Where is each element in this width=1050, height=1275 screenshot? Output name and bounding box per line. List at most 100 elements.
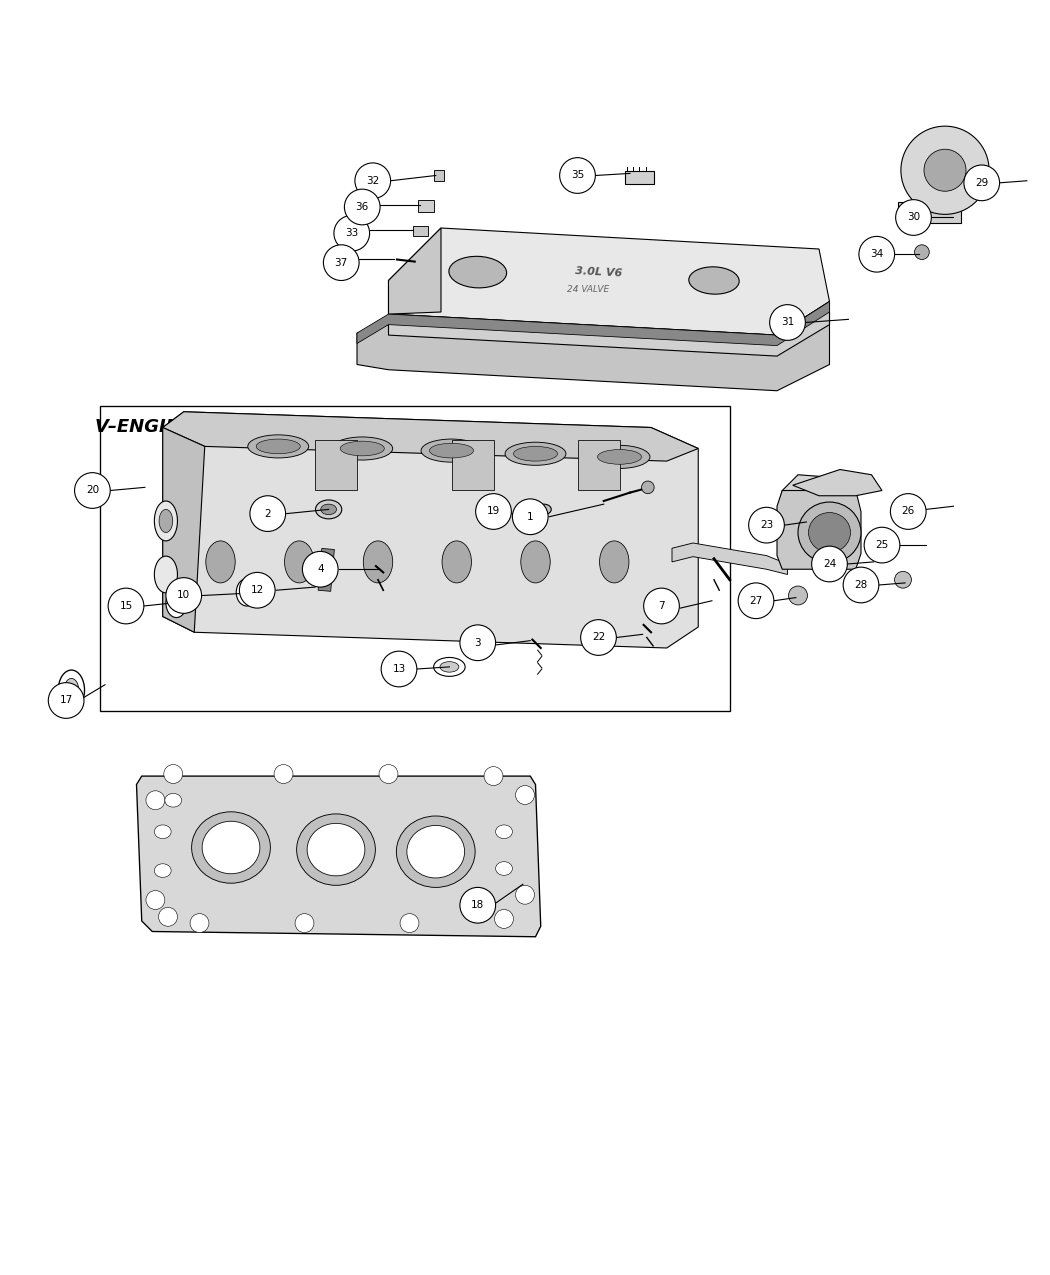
Text: 35: 35	[571, 171, 584, 181]
Circle shape	[895, 571, 911, 588]
Ellipse shape	[434, 658, 465, 676]
Polygon shape	[388, 228, 441, 314]
Ellipse shape	[236, 579, 257, 606]
Text: 27: 27	[750, 595, 762, 606]
Ellipse shape	[248, 435, 309, 458]
Circle shape	[334, 215, 370, 251]
Ellipse shape	[442, 541, 471, 583]
Circle shape	[166, 578, 202, 613]
Circle shape	[864, 528, 900, 564]
Circle shape	[108, 588, 144, 623]
Ellipse shape	[429, 444, 474, 458]
Circle shape	[495, 909, 513, 928]
Ellipse shape	[440, 662, 459, 672]
Ellipse shape	[154, 825, 171, 839]
Circle shape	[159, 908, 177, 926]
Text: 31: 31	[781, 317, 794, 328]
Circle shape	[250, 496, 286, 532]
Ellipse shape	[397, 816, 475, 887]
Ellipse shape	[521, 541, 550, 583]
Circle shape	[146, 790, 165, 810]
Text: 25: 25	[876, 541, 888, 550]
Ellipse shape	[64, 678, 79, 701]
Polygon shape	[777, 474, 840, 528]
Circle shape	[770, 305, 805, 340]
Bar	[315, 440, 357, 491]
Bar	[578, 440, 619, 491]
Circle shape	[964, 164, 1000, 200]
Ellipse shape	[165, 793, 182, 807]
Ellipse shape	[513, 446, 558, 462]
Text: 29: 29	[975, 177, 988, 187]
Polygon shape	[357, 301, 830, 346]
Bar	[898, 201, 961, 223]
Ellipse shape	[496, 862, 512, 876]
Circle shape	[642, 481, 654, 493]
Ellipse shape	[505, 442, 566, 465]
Circle shape	[738, 583, 774, 618]
Bar	[418, 200, 434, 212]
Ellipse shape	[421, 439, 482, 462]
Circle shape	[355, 163, 391, 199]
Text: 33: 33	[345, 228, 358, 238]
Ellipse shape	[496, 825, 512, 839]
Text: 26: 26	[902, 506, 915, 516]
Ellipse shape	[597, 450, 642, 464]
Polygon shape	[136, 776, 541, 937]
Bar	[434, 171, 444, 181]
Circle shape	[476, 493, 511, 529]
Polygon shape	[672, 543, 788, 575]
Ellipse shape	[600, 541, 629, 583]
Bar	[452, 440, 494, 491]
Circle shape	[190, 914, 209, 932]
Text: 19: 19	[487, 506, 500, 516]
Circle shape	[381, 652, 417, 687]
Text: 13: 13	[393, 664, 405, 674]
Text: 10: 10	[177, 590, 190, 601]
Circle shape	[890, 493, 926, 529]
Ellipse shape	[307, 824, 365, 876]
Text: 1: 1	[527, 511, 533, 521]
Circle shape	[896, 200, 931, 236]
Circle shape	[512, 499, 548, 534]
Ellipse shape	[296, 813, 376, 885]
Polygon shape	[388, 228, 830, 335]
Ellipse shape	[154, 863, 171, 877]
Circle shape	[812, 546, 847, 581]
Polygon shape	[163, 412, 698, 462]
Circle shape	[379, 765, 398, 783]
Circle shape	[323, 245, 359, 280]
Circle shape	[146, 890, 165, 909]
Text: V–ENGINE: V–ENGINE	[94, 418, 193, 436]
Polygon shape	[793, 469, 882, 496]
Circle shape	[344, 189, 380, 224]
Text: 4: 4	[317, 565, 323, 574]
Text: 30: 30	[907, 213, 920, 223]
Ellipse shape	[256, 439, 300, 454]
Text: 18: 18	[471, 900, 484, 910]
Circle shape	[924, 149, 966, 191]
Text: 37: 37	[335, 258, 348, 268]
Text: 23: 23	[760, 520, 773, 530]
Bar	[625, 171, 654, 184]
Text: 12: 12	[251, 585, 264, 595]
Bar	[413, 226, 428, 236]
Polygon shape	[388, 301, 830, 356]
Text: 7: 7	[658, 601, 665, 611]
Text: 20: 20	[86, 486, 99, 496]
Bar	[318, 548, 334, 592]
Ellipse shape	[363, 541, 393, 583]
Polygon shape	[163, 427, 205, 632]
Circle shape	[516, 785, 534, 805]
Circle shape	[75, 473, 110, 509]
Circle shape	[516, 885, 534, 904]
Circle shape	[302, 551, 338, 586]
Text: 36: 36	[356, 201, 369, 212]
Circle shape	[789, 586, 807, 604]
Circle shape	[460, 887, 496, 923]
Ellipse shape	[537, 504, 551, 515]
Ellipse shape	[589, 445, 650, 468]
Ellipse shape	[206, 541, 235, 583]
Circle shape	[560, 158, 595, 194]
Text: 34: 34	[870, 249, 883, 259]
